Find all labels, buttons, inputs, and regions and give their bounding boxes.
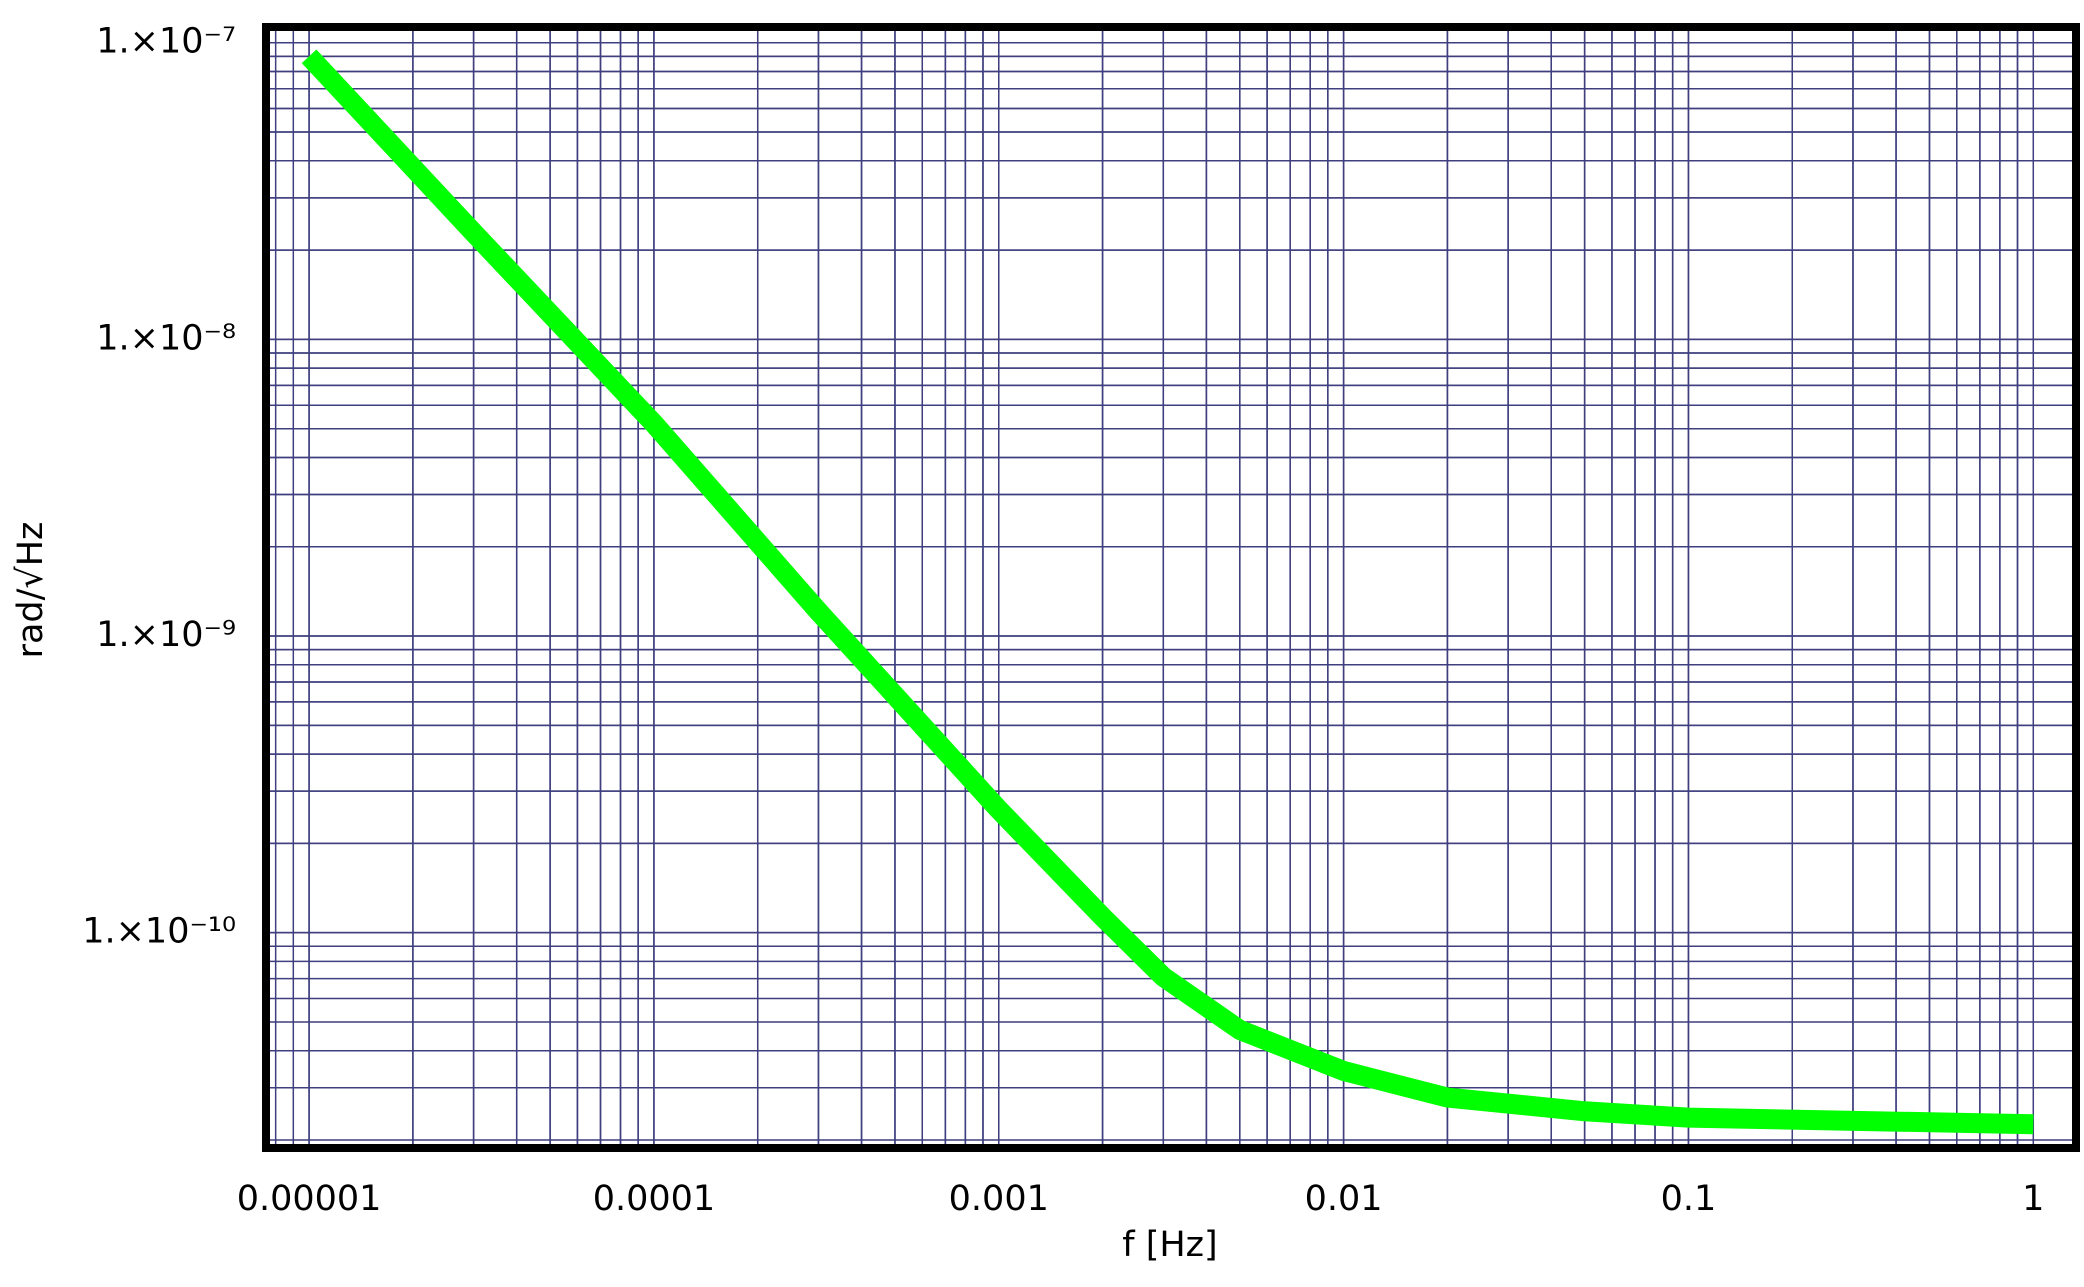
x-tick-label: 0.01 (1305, 1179, 1383, 1219)
y-tick-label: 1.×10⁻⁷ (96, 22, 236, 62)
y-tick-label: 1.×10⁻⁹ (96, 615, 236, 655)
x-tick-label: 0.001 (949, 1179, 1049, 1219)
y-tick-label: 1.×10⁻¹⁰ (82, 912, 236, 952)
x-tick-label: 0.00001 (237, 1179, 382, 1219)
x-tick-label: 1 (2022, 1179, 2044, 1219)
data-line (301, 49, 2034, 1135)
x-tick-label: 0.1 (1661, 1179, 1717, 1219)
x-tick-label: 0.0001 (593, 1179, 715, 1219)
y-tick-label: 1.×10⁻⁸ (96, 318, 236, 358)
y-axis-label: rad/√Hz (11, 522, 51, 659)
x-axis-label: f [Hz] (1122, 1225, 1217, 1265)
plot-frame (262, 23, 2080, 1152)
